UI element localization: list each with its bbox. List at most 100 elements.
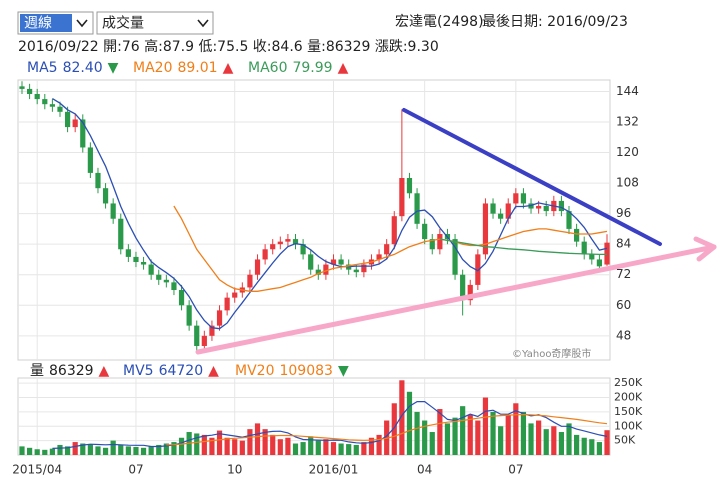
- volume-bar: [224, 437, 230, 455]
- candle-body: [285, 239, 291, 242]
- volume-bar: [285, 437, 291, 455]
- candle-body: [581, 241, 587, 255]
- volume-bar: [110, 440, 116, 455]
- volume-bar: [399, 380, 405, 455]
- volume-bar: [528, 423, 534, 455]
- candle-body: [178, 290, 185, 306]
- resistance-line: [402, 108, 662, 246]
- candle-body: [437, 234, 443, 250]
- y-tick-label: 84: [616, 237, 631, 251]
- candle-body: [64, 111, 71, 128]
- legend-trend: ▲: [99, 363, 110, 379]
- y-tick-label: 144: [616, 84, 639, 98]
- volume-bar: [239, 440, 245, 455]
- candle-body: [171, 282, 177, 290]
- candle-body: [543, 206, 549, 212]
- x-tick-label: 2016/01: [309, 463, 359, 477]
- y-tick-label: 60: [616, 298, 631, 312]
- candle-body: [232, 292, 238, 298]
- ma-line: [439, 238, 607, 256]
- candle-body: [384, 244, 390, 255]
- volume-bar: [133, 446, 139, 455]
- volume-bar: [574, 434, 580, 455]
- legend-item: MA20 89.01 ▲: [133, 60, 234, 76]
- candle-body: [452, 239, 458, 275]
- candle-body: [125, 249, 131, 257]
- candle-body: [308, 254, 314, 270]
- volume-bar: [589, 439, 595, 455]
- x-tick-label: 07: [508, 463, 523, 477]
- legend-value: 109083: [279, 363, 332, 379]
- volume-bar: [498, 426, 504, 455]
- legend-trend: ▼: [338, 363, 349, 379]
- legend-value: 89.01: [177, 60, 217, 76]
- candle-body: [536, 206, 542, 209]
- candle-body: [254, 259, 261, 275]
- legend-trend: ▲: [208, 363, 219, 379]
- volume-bar: [26, 447, 33, 455]
- volume-bar: [422, 420, 428, 455]
- y-tick-label: 200K: [614, 391, 643, 404]
- volume-bar: [49, 448, 55, 455]
- legend-name: MV5: [123, 363, 154, 379]
- quote-info: 2016/09/22 開:76 高:87.9 低:75.5 收:84.6 量:8…: [18, 38, 439, 55]
- volume-bar: [467, 414, 473, 455]
- volume-bar: [171, 442, 177, 455]
- candle-body: [102, 188, 109, 204]
- candle-body: [133, 256, 139, 262]
- legend-name: MA20: [133, 60, 172, 76]
- indicator-select[interactable]: [96, 11, 214, 35]
- stock-name: 宏達電(2498): [395, 14, 484, 30]
- period-text: 週線: [24, 16, 52, 32]
- volume-bar: [323, 439, 329, 455]
- legend-value: 64720: [159, 363, 204, 379]
- legend-name: MA60: [248, 60, 287, 76]
- candle-body: [156, 274, 162, 280]
- volume-bar: [437, 409, 443, 455]
- candle-body: [498, 213, 504, 219]
- indicator-text: 成交量: [102, 15, 144, 32]
- volume-bar: [148, 446, 154, 455]
- volume-bar: [57, 444, 63, 455]
- candle-body: [391, 216, 397, 245]
- candle-body: [505, 203, 511, 219]
- volume-bar: [482, 397, 489, 455]
- volume-bar: [42, 449, 48, 455]
- y-tick-label: 72: [616, 267, 631, 281]
- y-tick-label: 120: [616, 145, 639, 159]
- legend-name: MA5: [27, 60, 58, 76]
- x-tick-label: 07: [128, 463, 143, 477]
- candle-body: [315, 269, 321, 275]
- ma-line: [52, 98, 608, 330]
- volume-bar: [346, 444, 352, 455]
- volume-bar: [460, 406, 466, 455]
- mv-line: [52, 401, 608, 449]
- candle-body: [482, 203, 489, 255]
- volume-bar: [140, 447, 147, 455]
- volume-bar: [232, 439, 238, 455]
- x-tick-label: 04: [417, 463, 432, 477]
- volume-bar: [543, 429, 549, 455]
- candle-body: [270, 244, 276, 250]
- candle-body: [361, 264, 367, 273]
- candle-body: [520, 193, 527, 204]
- y-tick-label: 48: [616, 328, 631, 342]
- candle-body: [353, 269, 359, 273]
- candle-body: [330, 259, 337, 265]
- volume-bar: [72, 442, 78, 455]
- legend-trend: ▲: [338, 60, 349, 76]
- x-tick-label: 2015/04: [12, 463, 62, 477]
- candle-body: [429, 239, 435, 250]
- candle-body: [87, 147, 93, 173]
- legend-item: MV20 109083 ▼: [235, 363, 349, 379]
- volume-bar: [490, 411, 496, 455]
- volume-bar: [201, 434, 207, 455]
- chevron: [197, 19, 209, 28]
- volume-bar: [536, 420, 542, 455]
- candle-body: [148, 264, 154, 275]
- legend-value: 79.99: [292, 60, 332, 76]
- y-tick-label: 100K: [614, 419, 643, 432]
- volume-bar: [513, 403, 519, 455]
- candle-body: [224, 297, 230, 311]
- candle-body: [566, 211, 572, 229]
